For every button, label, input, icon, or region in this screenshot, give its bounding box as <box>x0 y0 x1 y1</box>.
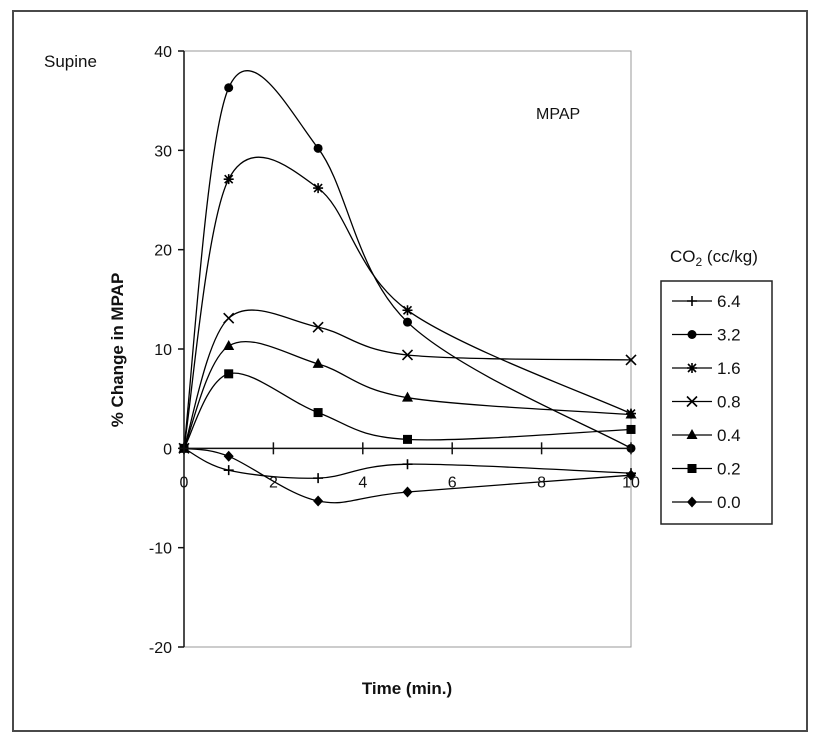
data-point-0.8 <box>625 354 637 366</box>
data-point-3.2 <box>403 317 412 327</box>
legend-marker-0.0 <box>687 496 697 508</box>
data-point-0.2 <box>403 434 412 444</box>
x-tick-label: 2 <box>269 474 278 491</box>
plot-area <box>183 50 632 648</box>
data-point-0.4 <box>625 408 637 419</box>
legend-box <box>660 280 773 525</box>
data-point-6.4 <box>313 473 324 484</box>
panel-label: Supine <box>44 52 97 71</box>
legend: 6.4 3.2 1.6 0.8 0.4 0.2 0.0 <box>672 292 741 512</box>
series-line-0.2 <box>183 372 632 449</box>
data-point-0.8 <box>223 312 235 324</box>
x-tick-label: 4 <box>358 474 367 491</box>
legend-marker-0.8 <box>686 395 698 408</box>
y-tick-label: 30 <box>154 143 172 160</box>
legend-title-prefix: CO <box>670 247 696 266</box>
y-tick-label: 0 <box>163 441 172 458</box>
legend-title-suffix: (cc/kg) <box>702 247 758 266</box>
data-point-3.2 <box>224 83 234 93</box>
y-tick-label: 10 <box>154 342 172 359</box>
data-point-0.0 <box>313 495 324 507</box>
data-point-0.4 <box>312 357 324 368</box>
legend-label: 1.6 <box>717 359 741 378</box>
annotation-label: MPAP <box>536 106 580 123</box>
legend-label: 6.4 <box>717 292 741 311</box>
legend-label: 0.8 <box>717 393 741 412</box>
data-point-0.2 <box>626 424 636 434</box>
legend-label: 0.4 <box>717 426 741 445</box>
legend-label: 0.2 <box>717 460 741 479</box>
series-line-1.6 <box>183 156 632 449</box>
series-line-6.4 <box>183 447 632 479</box>
data-point-0.2 <box>224 369 234 379</box>
data-point-1.6 <box>223 174 234 185</box>
data-point-0.8 <box>401 349 414 361</box>
legend-label: 3.2 <box>717 326 741 345</box>
y-axis-title: % Change in MPAP <box>108 273 127 428</box>
data-point-6.4 <box>402 459 413 470</box>
series-line-0.8 <box>183 309 632 449</box>
legend-marker-1.6 <box>687 363 697 373</box>
legend-marker-0.4 <box>686 429 698 439</box>
y-tick-label: 20 <box>154 243 172 260</box>
series-line-3.2 <box>183 70 632 449</box>
data-point-0.8 <box>312 321 324 333</box>
data-point-0.0 <box>223 450 234 462</box>
data-point-1.6 <box>313 183 324 194</box>
legend-title: CO2 (cc/kg) <box>670 247 758 269</box>
data-point-0.4 <box>402 391 413 402</box>
legend-marker-6.4 <box>687 296 697 306</box>
data-point-0.2 <box>313 408 323 418</box>
x-tick-label: 8 <box>537 474 546 491</box>
legend-marker-0.2 <box>687 464 697 473</box>
x-tick-label: 0 <box>180 474 189 491</box>
series-layer <box>178 70 637 507</box>
tick-labels: 40 30 20 10 0 -10 -20 0 2 4 6 8 10 <box>149 44 640 657</box>
series-line-0.4 <box>183 341 632 449</box>
data-point-1.6 <box>402 305 413 316</box>
data-point-3.2 <box>313 143 323 153</box>
axes-layer <box>178 50 632 648</box>
data-point-6.4 <box>223 465 234 476</box>
data-point-0.0 <box>626 469 636 481</box>
x-axis-title: Time (min.) <box>362 679 452 698</box>
y-tick-label: 40 <box>154 44 172 61</box>
legend-marker-3.2 <box>687 330 697 339</box>
legend-title-subscript: 2 <box>696 255 703 269</box>
data-point-0.0 <box>402 486 413 498</box>
y-tick-label: -10 <box>149 541 172 558</box>
legend-label: 0.0 <box>717 493 741 512</box>
y-tick-label: -20 <box>149 640 172 657</box>
x-tick-label: 10 <box>622 474 640 491</box>
x-tick-label: 6 <box>448 474 457 491</box>
data-point-0.4 <box>223 340 235 351</box>
